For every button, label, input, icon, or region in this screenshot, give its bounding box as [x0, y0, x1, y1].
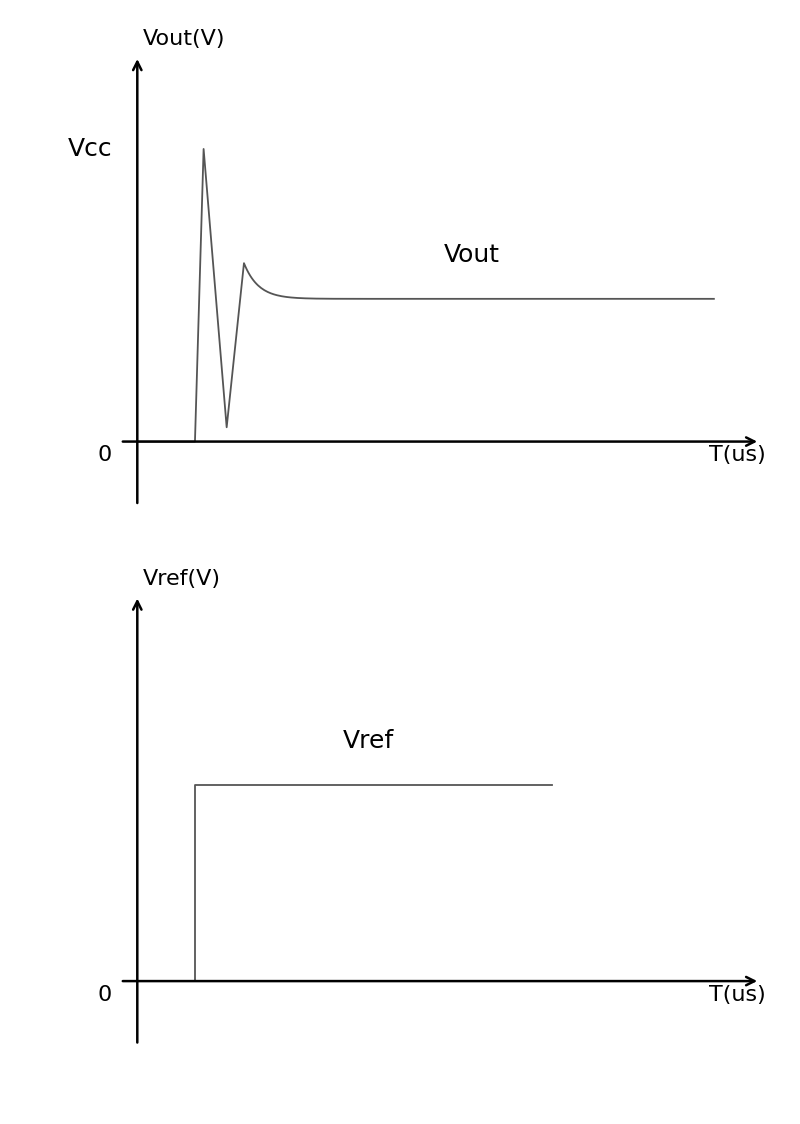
Text: Vcc: Vcc [68, 137, 113, 161]
Text: Vout: Vout [444, 243, 500, 266]
Text: Vref(V): Vref(V) [143, 569, 221, 589]
Text: 0: 0 [97, 985, 111, 1005]
Text: Vref: Vref [342, 728, 394, 753]
Text: T(us): T(us) [709, 445, 766, 465]
Text: Vout(V): Vout(V) [143, 29, 226, 49]
Text: 0: 0 [97, 445, 111, 465]
Text: T(us): T(us) [709, 985, 766, 1005]
